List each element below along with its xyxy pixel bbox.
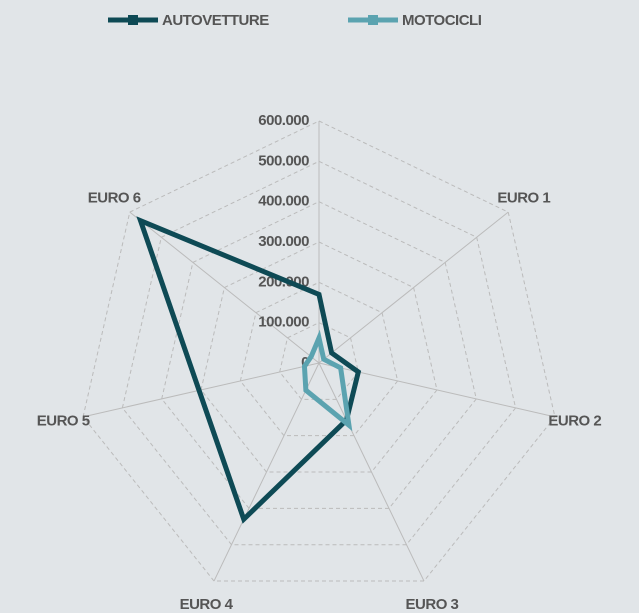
category-label: EURO 1 [497,189,550,206]
grid-ring [161,201,477,509]
y-tick-label: 300.000 [258,233,309,250]
category-label: EURO 6 [88,189,141,206]
y-tick-label: 600.000 [258,112,309,129]
y-tick-label: 500.000 [258,152,309,169]
legend-label: MOTOCICLI [402,12,482,29]
category-label: EURO 4 [180,596,234,613]
grid-ring [200,241,438,473]
series-line [301,329,353,432]
category-label: EURO 5 [37,413,90,430]
legend-marker [368,15,378,25]
axis-spoke [318,211,509,364]
axis-spoke [213,362,320,582]
grid-ring [121,160,517,546]
category-label: EURO 2 [548,413,601,430]
legend-marker [128,15,138,25]
legend-label: AUTOVETTURE [162,12,269,29]
y-tick-label: 400.000 [258,193,309,210]
axis-spoke [318,362,425,582]
category-label: EURO 3 [406,596,459,613]
grid-ring [239,281,399,437]
series-line [136,216,362,524]
y-tick-label: 100.000 [258,314,309,331]
axis-spoke [129,211,320,364]
